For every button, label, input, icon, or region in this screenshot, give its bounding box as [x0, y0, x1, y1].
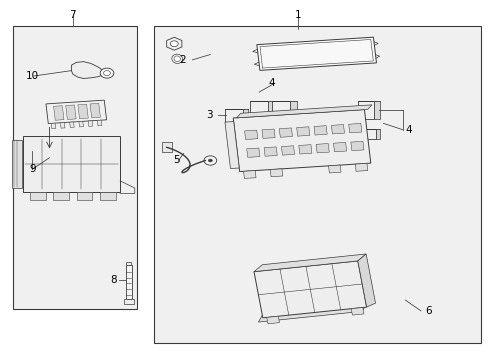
Polygon shape	[290, 101, 296, 116]
Polygon shape	[279, 128, 292, 137]
Polygon shape	[243, 171, 256, 179]
Bar	[53, 192, 69, 199]
Polygon shape	[90, 103, 100, 118]
Polygon shape	[224, 122, 239, 168]
Text: 5: 5	[173, 155, 179, 165]
Polygon shape	[362, 129, 375, 139]
Polygon shape	[249, 101, 268, 116]
Polygon shape	[354, 163, 367, 171]
Polygon shape	[350, 141, 363, 151]
Text: 4: 4	[267, 78, 274, 88]
Circle shape	[103, 71, 110, 76]
Polygon shape	[233, 109, 370, 172]
Polygon shape	[296, 127, 309, 136]
Polygon shape	[270, 169, 282, 177]
Polygon shape	[253, 254, 366, 272]
Bar	[154, 26, 480, 343]
Bar	[13, 26, 137, 309]
Polygon shape	[374, 101, 380, 120]
Polygon shape	[262, 129, 275, 138]
Polygon shape	[268, 101, 274, 116]
Polygon shape	[285, 117, 300, 128]
Polygon shape	[313, 126, 326, 135]
Polygon shape	[54, 106, 64, 120]
Polygon shape	[46, 100, 106, 123]
Polygon shape	[264, 147, 277, 156]
Bar	[100, 192, 116, 199]
Text: 10: 10	[26, 71, 39, 81]
Text: 7: 7	[69, 10, 76, 20]
Ellipse shape	[174, 56, 180, 62]
Polygon shape	[71, 62, 105, 78]
Bar	[125, 265, 132, 299]
Polygon shape	[300, 117, 305, 128]
Polygon shape	[298, 145, 311, 154]
Text: 1: 1	[294, 10, 301, 20]
Polygon shape	[357, 254, 375, 307]
Polygon shape	[78, 104, 88, 119]
Bar	[126, 262, 131, 265]
Polygon shape	[65, 105, 76, 120]
Polygon shape	[69, 122, 74, 127]
Bar	[161, 141, 172, 152]
Polygon shape	[51, 123, 56, 129]
Circle shape	[208, 159, 212, 162]
Polygon shape	[256, 37, 376, 71]
Polygon shape	[266, 316, 279, 324]
Polygon shape	[97, 120, 102, 126]
Bar	[12, 140, 21, 188]
Polygon shape	[22, 136, 120, 192]
Polygon shape	[224, 109, 242, 122]
Bar	[77, 192, 92, 199]
Polygon shape	[315, 144, 328, 153]
Polygon shape	[242, 109, 248, 122]
Bar	[123, 299, 134, 303]
Polygon shape	[79, 121, 83, 127]
Polygon shape	[333, 143, 346, 152]
Text: 4: 4	[405, 125, 411, 135]
Circle shape	[100, 68, 114, 78]
Bar	[30, 192, 45, 199]
Polygon shape	[375, 129, 379, 139]
Polygon shape	[331, 125, 344, 134]
Polygon shape	[348, 123, 361, 133]
Text: 6: 6	[424, 306, 430, 316]
Polygon shape	[244, 130, 257, 140]
Polygon shape	[88, 121, 92, 126]
Circle shape	[203, 156, 216, 165]
Polygon shape	[358, 101, 374, 120]
Polygon shape	[246, 148, 259, 157]
Polygon shape	[350, 307, 363, 315]
Polygon shape	[166, 37, 182, 50]
Text: 2: 2	[179, 55, 185, 65]
Circle shape	[170, 41, 178, 47]
Polygon shape	[253, 261, 366, 318]
Polygon shape	[236, 105, 371, 118]
Polygon shape	[271, 101, 290, 116]
Polygon shape	[61, 122, 65, 128]
Polygon shape	[281, 146, 294, 155]
Polygon shape	[328, 165, 340, 173]
Text: 3: 3	[206, 111, 212, 121]
Text: 8: 8	[110, 275, 117, 285]
Ellipse shape	[171, 54, 182, 63]
Polygon shape	[258, 301, 367, 322]
Text: 9: 9	[29, 164, 36, 174]
